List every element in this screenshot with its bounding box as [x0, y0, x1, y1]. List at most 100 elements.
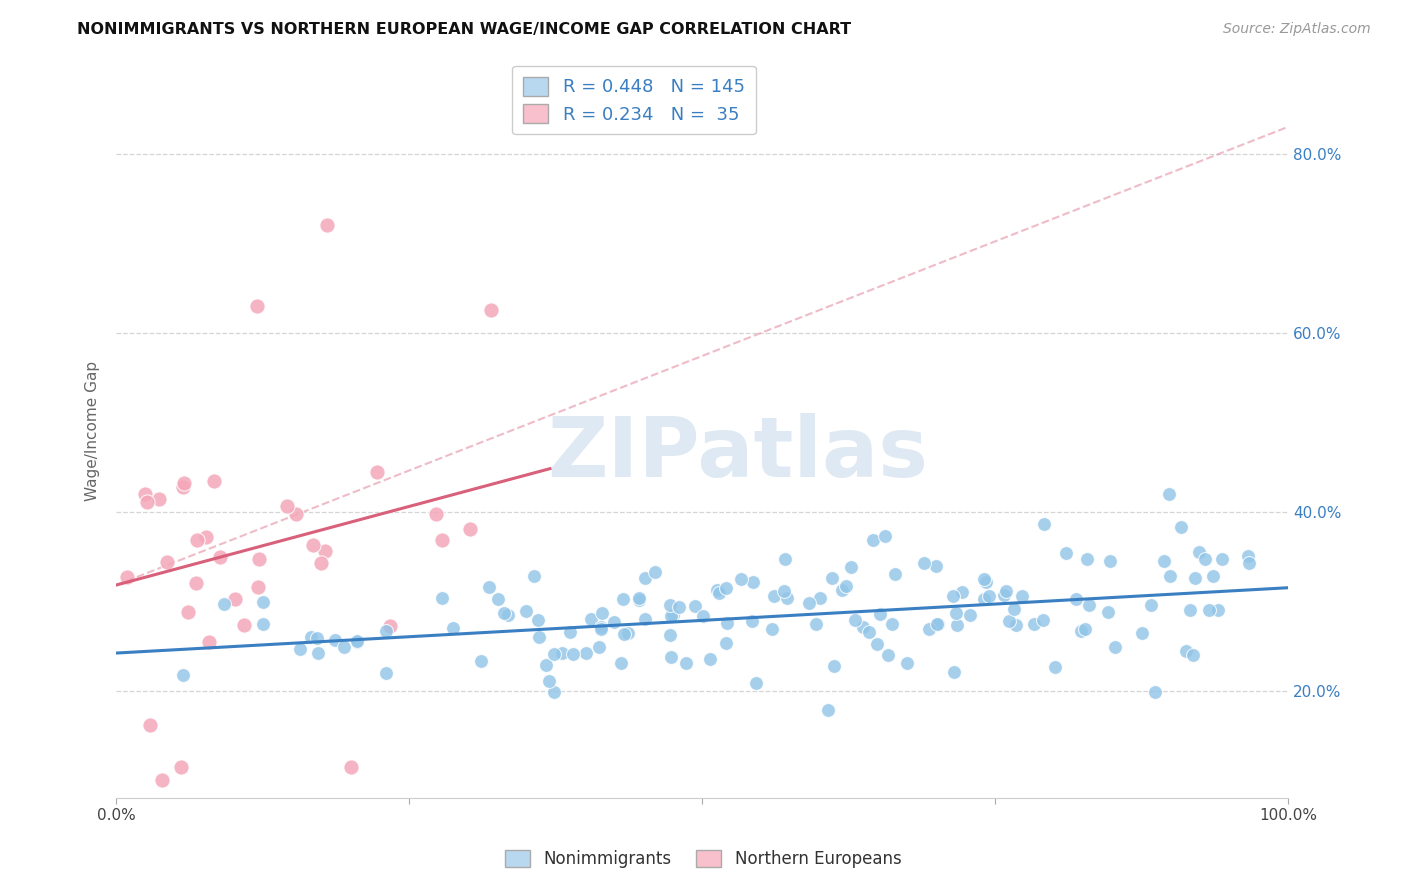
Point	[945, 606, 967, 620]
Point	[1198, 602, 1220, 616]
Point	[873, 529, 896, 543]
Point	[527, 614, 550, 628]
Point	[380, 618, 402, 632]
Point	[1002, 602, 1025, 616]
Point	[1175, 644, 1198, 658]
Point	[323, 632, 346, 647]
Point	[973, 592, 995, 607]
Point	[1132, 625, 1154, 640]
Point	[316, 218, 339, 232]
Point	[628, 591, 651, 606]
Point	[515, 604, 537, 618]
Point	[1206, 603, 1229, 617]
Point	[346, 635, 368, 649]
Point	[634, 571, 657, 585]
Point	[1005, 617, 1028, 632]
Point	[994, 584, 1017, 599]
Point	[617, 626, 640, 640]
Point	[478, 580, 501, 594]
Point	[707, 586, 730, 600]
Y-axis label: Wage/Income Gap: Wage/Income Gap	[86, 361, 100, 501]
Point	[543, 647, 565, 661]
Point	[613, 626, 636, 640]
Point	[311, 557, 333, 571]
Point	[882, 617, 904, 632]
Point	[973, 572, 995, 586]
Point	[692, 609, 714, 624]
Point	[730, 572, 752, 586]
Point	[858, 625, 880, 640]
Point	[998, 614, 1021, 628]
Point	[148, 491, 170, 506]
Point	[374, 624, 396, 639]
Point	[1098, 554, 1121, 568]
Point	[425, 507, 447, 521]
Point	[249, 552, 271, 566]
Point	[662, 608, 685, 623]
Point	[233, 617, 256, 632]
Point	[1011, 589, 1033, 603]
Point	[716, 616, 738, 631]
Point	[479, 303, 502, 318]
Point	[1153, 554, 1175, 568]
Point	[1194, 552, 1216, 566]
Point	[745, 676, 768, 690]
Point	[170, 760, 193, 774]
Point	[172, 480, 194, 494]
Point	[441, 621, 464, 635]
Point	[579, 612, 602, 626]
Point	[821, 571, 844, 585]
Point	[993, 588, 1015, 602]
Point	[458, 522, 481, 536]
Point	[529, 630, 551, 644]
Point	[184, 575, 207, 590]
Point	[299, 630, 322, 644]
Point	[852, 620, 875, 634]
Legend: R = 0.448   N = 145, R = 0.234   N =  35: R = 0.448 N = 145, R = 0.234 N = 35	[512, 66, 755, 135]
Point	[612, 592, 634, 607]
Point	[562, 647, 585, 661]
Point	[797, 597, 820, 611]
Point	[589, 622, 612, 636]
Point	[1032, 516, 1054, 531]
Point	[115, 570, 138, 584]
Point	[374, 665, 396, 680]
Point	[177, 605, 200, 619]
Point	[659, 609, 682, 624]
Point	[1078, 598, 1101, 612]
Point	[494, 606, 516, 620]
Point	[543, 685, 565, 699]
Point	[1104, 640, 1126, 654]
Point	[198, 635, 221, 649]
Point	[1022, 616, 1045, 631]
Point	[1211, 551, 1233, 566]
Point	[307, 632, 329, 646]
Point	[761, 622, 783, 636]
Point	[1070, 624, 1092, 638]
Point	[1076, 551, 1098, 566]
Legend: Nonimmigrants, Northern Europeans: Nonimmigrants, Northern Europeans	[498, 843, 908, 875]
Point	[1054, 546, 1077, 560]
Point	[333, 640, 356, 654]
Point	[1184, 571, 1206, 585]
Point	[470, 654, 492, 668]
Point	[883, 566, 905, 581]
Point	[1236, 549, 1258, 563]
Point	[134, 487, 156, 501]
Point	[1188, 545, 1211, 559]
Point	[1144, 684, 1167, 698]
Point	[202, 474, 225, 488]
Point	[742, 575, 765, 590]
Point	[912, 556, 935, 570]
Point	[1170, 520, 1192, 534]
Point	[950, 584, 973, 599]
Point	[252, 594, 274, 608]
Point	[496, 608, 519, 623]
Point	[1239, 556, 1261, 570]
Point	[346, 634, 368, 648]
Point	[276, 499, 298, 513]
Point	[658, 598, 681, 612]
Point	[1066, 591, 1088, 606]
Point	[156, 555, 179, 569]
Text: NONIMMIGRANTS VS NORTHERN EUROPEAN WAGE/INCOME GAP CORRELATION CHART: NONIMMIGRANTS VS NORTHERN EUROPEAN WAGE/…	[77, 22, 852, 37]
